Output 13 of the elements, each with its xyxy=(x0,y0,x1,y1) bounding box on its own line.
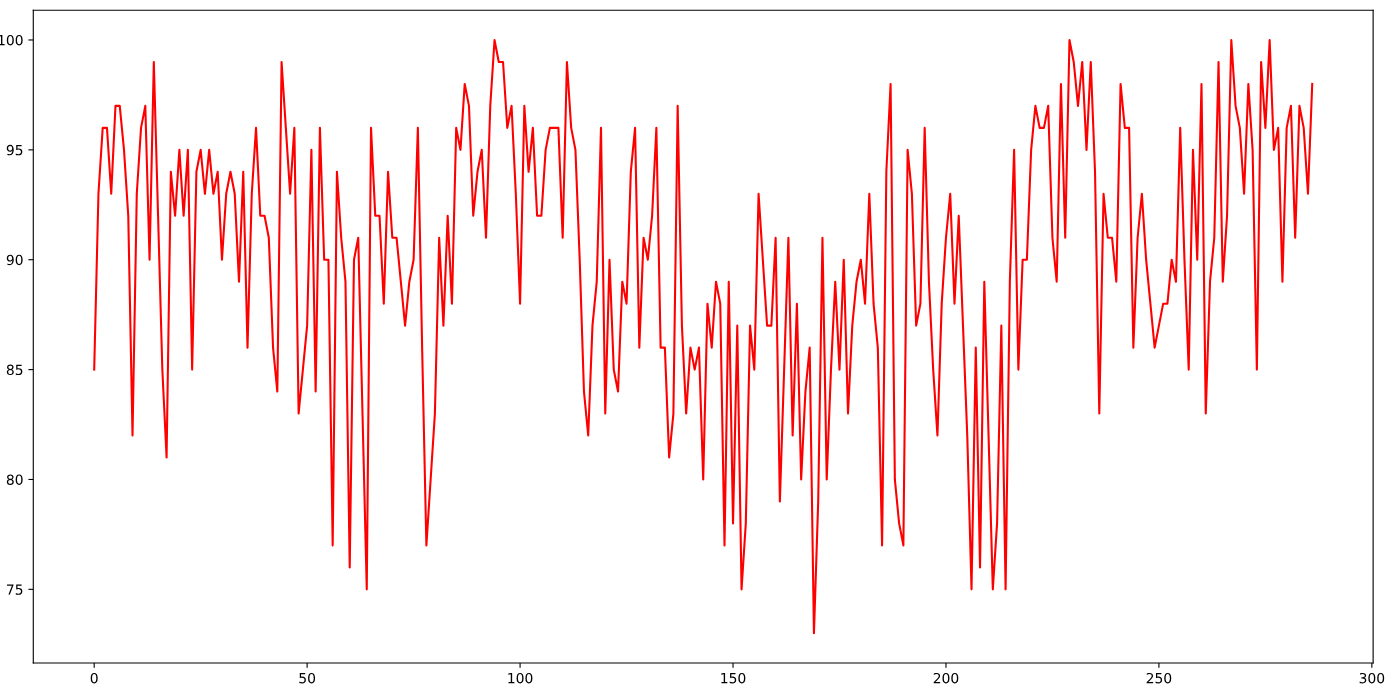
x-tick-label: 100 xyxy=(508,672,533,684)
y-tick-label: 80 xyxy=(6,474,23,485)
x-tick-label: 50 xyxy=(299,672,316,684)
x-tick-label: 250 xyxy=(1146,672,1172,684)
x-tick-label: 150 xyxy=(721,672,746,684)
y-tick-label: 90 xyxy=(6,254,23,266)
y-tick-label: 85 xyxy=(6,364,23,376)
x-tick-label: 200 xyxy=(933,672,959,684)
line-series xyxy=(93,38,1314,635)
y-tick-label: 95 xyxy=(6,144,23,156)
x-tick-label: 300 xyxy=(1359,672,1385,684)
y-tick-label: 75 xyxy=(7,584,23,595)
x-tick-label: 0 xyxy=(90,672,98,684)
